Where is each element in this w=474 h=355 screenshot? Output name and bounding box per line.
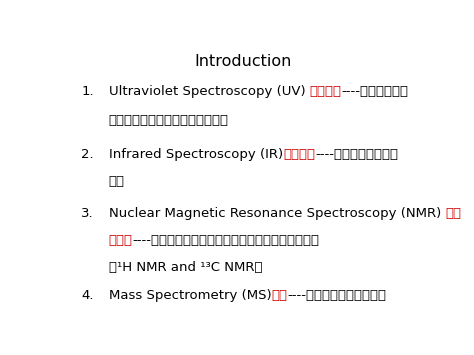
Text: Ultraviolet Spectroscopy (UV): Ultraviolet Spectroscopy (UV): [109, 85, 310, 98]
Text: 4.: 4.: [82, 289, 94, 302]
Text: 紫外光谱: 紫外光谱: [310, 85, 342, 98]
Text: 红外光谱: 红外光谱: [283, 148, 315, 161]
Text: 1.: 1.: [82, 85, 94, 98]
Text: 3.: 3.: [82, 207, 94, 220]
Text: Nuclear Magnetic Resonance Spectroscopy (NMR): Nuclear Magnetic Resonance Spectroscopy …: [109, 207, 446, 220]
Text: 团。: 团。: [109, 175, 125, 188]
Text: Infrared Spectroscopy (IR): Infrared Spectroscopy (IR): [109, 148, 283, 161]
Text: （¹H NMR and ¹³C NMR）: （¹H NMR and ¹³C NMR）: [109, 261, 262, 274]
Text: Introduction: Introduction: [194, 54, 292, 69]
Text: ----测定有机物的分子量。: ----测定有机物的分子量。: [287, 289, 386, 302]
Text: 核磁: 核磁: [446, 207, 461, 220]
Text: ----测定有机物中不同类型的氢或碳的数目和位置。: ----测定有机物中不同类型的氢或碳的数目和位置。: [133, 234, 320, 247]
Text: 是否存在共轭双键和芳香族化合物: 是否存在共轭双键和芳香族化合物: [109, 114, 229, 127]
Text: 共振谱: 共振谱: [109, 234, 133, 247]
Text: ----测定有机物中: ----测定有机物中: [342, 85, 409, 98]
Text: 质谱: 质谱: [272, 289, 287, 302]
Text: Mass Spectrometry (MS): Mass Spectrometry (MS): [109, 289, 272, 302]
Text: ----测定有机物中官能: ----测定有机物中官能: [315, 148, 398, 161]
Text: 2.: 2.: [82, 148, 94, 161]
